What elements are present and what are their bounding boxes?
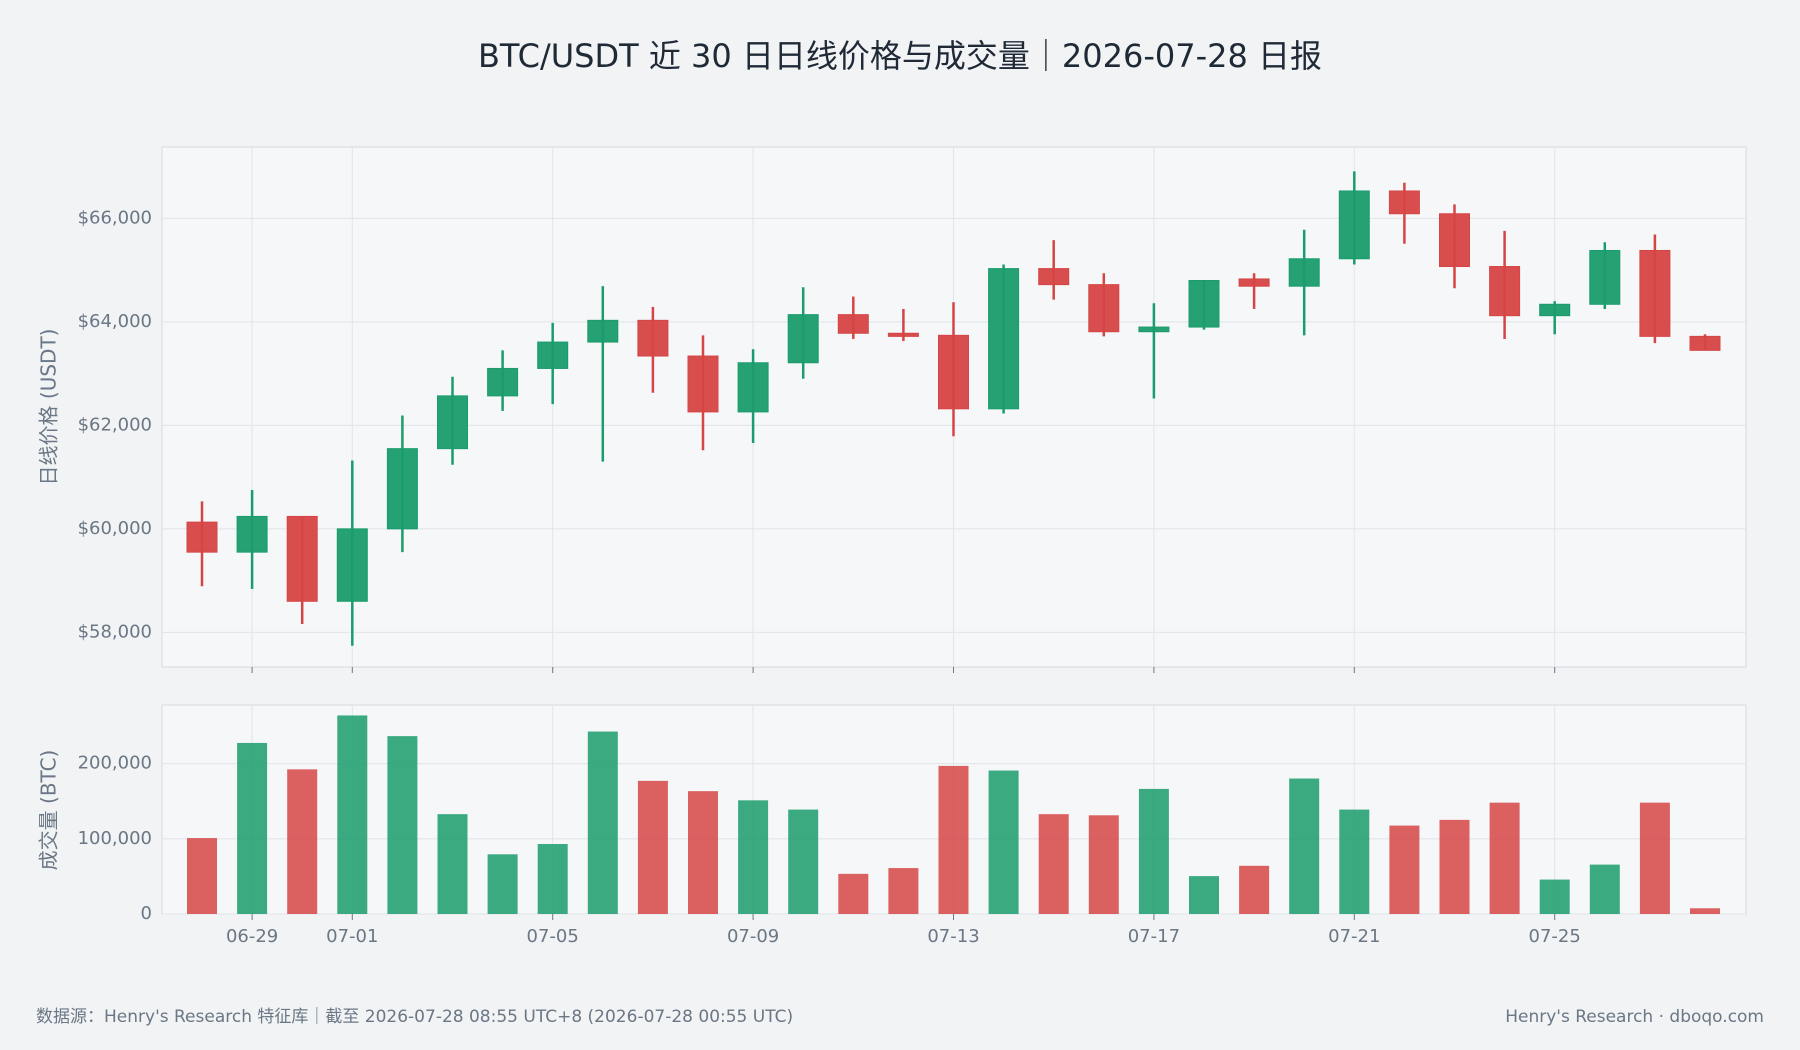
volume-bar bbox=[1138, 788, 1169, 914]
volume-axis-title: 成交量 (BTC) bbox=[37, 750, 61, 871]
x-tick-label: 07-25 bbox=[1529, 926, 1581, 947]
candle-body bbox=[236, 515, 268, 553]
volume-tick-label: 0 bbox=[141, 903, 152, 924]
volume-bar bbox=[487, 854, 518, 914]
candle-body bbox=[737, 362, 769, 413]
candle-body bbox=[1138, 326, 1170, 333]
volume-bar bbox=[1289, 778, 1320, 914]
y-tick-label: $58,000 bbox=[78, 621, 152, 642]
volume-bar bbox=[1038, 814, 1069, 914]
volume-bar bbox=[187, 838, 217, 914]
volume-bar bbox=[1189, 876, 1219, 914]
volume-bar bbox=[1088, 815, 1119, 914]
x-tick-label: 07-09 bbox=[727, 926, 779, 947]
candle-body bbox=[1539, 303, 1571, 317]
volume-bar bbox=[1339, 809, 1370, 914]
volume-bar bbox=[1239, 865, 1270, 914]
candle-body bbox=[1088, 284, 1120, 333]
x-tick-label: 07-01 bbox=[326, 926, 378, 947]
candle-body bbox=[887, 332, 919, 337]
y-tick-label: $60,000 bbox=[78, 518, 152, 539]
candle-body bbox=[938, 334, 969, 410]
chart-title: BTC/USDT 近 30 日日线价格与成交量｜2026-07-28 日报 bbox=[478, 37, 1322, 75]
volume-bar bbox=[1589, 864, 1620, 914]
footer-source: 数据源：Henry's Research 特征库｜截至 2026-07-28 0… bbox=[36, 1007, 793, 1027]
candle-body bbox=[587, 319, 619, 343]
candle-body bbox=[487, 367, 519, 397]
footer-brand: Henry's Research · dboqo.com bbox=[1505, 1007, 1764, 1027]
candle-body bbox=[1689, 335, 1721, 351]
volume-bar bbox=[1489, 802, 1520, 914]
candle-body bbox=[1589, 249, 1621, 305]
volume-tick-label: 100,000 bbox=[78, 828, 152, 849]
candle-body bbox=[637, 319, 669, 357]
volume-bar bbox=[237, 742, 268, 914]
volume-bar bbox=[1439, 819, 1470, 914]
volume-bar bbox=[738, 800, 769, 914]
volume-bar bbox=[838, 873, 869, 914]
candle-body bbox=[437, 395, 468, 450]
volume-bar bbox=[587, 731, 618, 914]
candle-body bbox=[1439, 213, 1470, 268]
candle-body bbox=[1639, 249, 1671, 337]
x-tick-label: 07-05 bbox=[527, 926, 579, 947]
candle-body bbox=[1188, 279, 1220, 328]
y-tick-label: $64,000 bbox=[78, 311, 152, 332]
candle-body bbox=[687, 355, 719, 413]
candle-body bbox=[1038, 268, 1070, 286]
volume-bar bbox=[337, 715, 368, 914]
candle-body bbox=[837, 314, 869, 334]
volume-bar bbox=[688, 791, 718, 914]
volume-bar bbox=[387, 736, 418, 914]
candle-body bbox=[1288, 258, 1320, 287]
candle-body bbox=[1238, 278, 1270, 287]
x-tick-label: 07-13 bbox=[927, 926, 979, 947]
candle-body bbox=[537, 341, 569, 369]
volume-bar bbox=[938, 765, 969, 914]
candle-body bbox=[336, 528, 368, 602]
volume-bar bbox=[437, 814, 468, 914]
volume-bar bbox=[788, 809, 819, 914]
volume-bar bbox=[287, 769, 318, 914]
candle-body bbox=[988, 268, 1020, 410]
candle-body bbox=[787, 314, 819, 364]
x-tick-label: 07-17 bbox=[1128, 926, 1180, 947]
y-axis-title: 日线价格 (USDT) bbox=[37, 329, 61, 486]
y-tick-label: $62,000 bbox=[78, 414, 152, 435]
volume-bar bbox=[888, 868, 919, 914]
candle-body bbox=[1338, 190, 1370, 260]
volume-tick-label: 200,000 bbox=[78, 753, 152, 774]
x-tick-label: 06-29 bbox=[226, 926, 278, 947]
y-tick-label: $66,000 bbox=[78, 207, 152, 228]
x-tick-label: 07-21 bbox=[1328, 926, 1380, 947]
candle-body bbox=[286, 515, 318, 602]
candle-body bbox=[186, 521, 218, 553]
candle-body bbox=[386, 448, 418, 530]
candle-body bbox=[1388, 190, 1420, 215]
volume-bar bbox=[1690, 908, 1720, 914]
volume-bar bbox=[1539, 879, 1570, 914]
volume-bar bbox=[1639, 802, 1670, 914]
volume-bar bbox=[988, 770, 1019, 914]
volume-bar bbox=[537, 844, 568, 914]
candle-body bbox=[1489, 266, 1521, 317]
volume-bar bbox=[637, 780, 668, 914]
volume-bar bbox=[1389, 825, 1420, 914]
